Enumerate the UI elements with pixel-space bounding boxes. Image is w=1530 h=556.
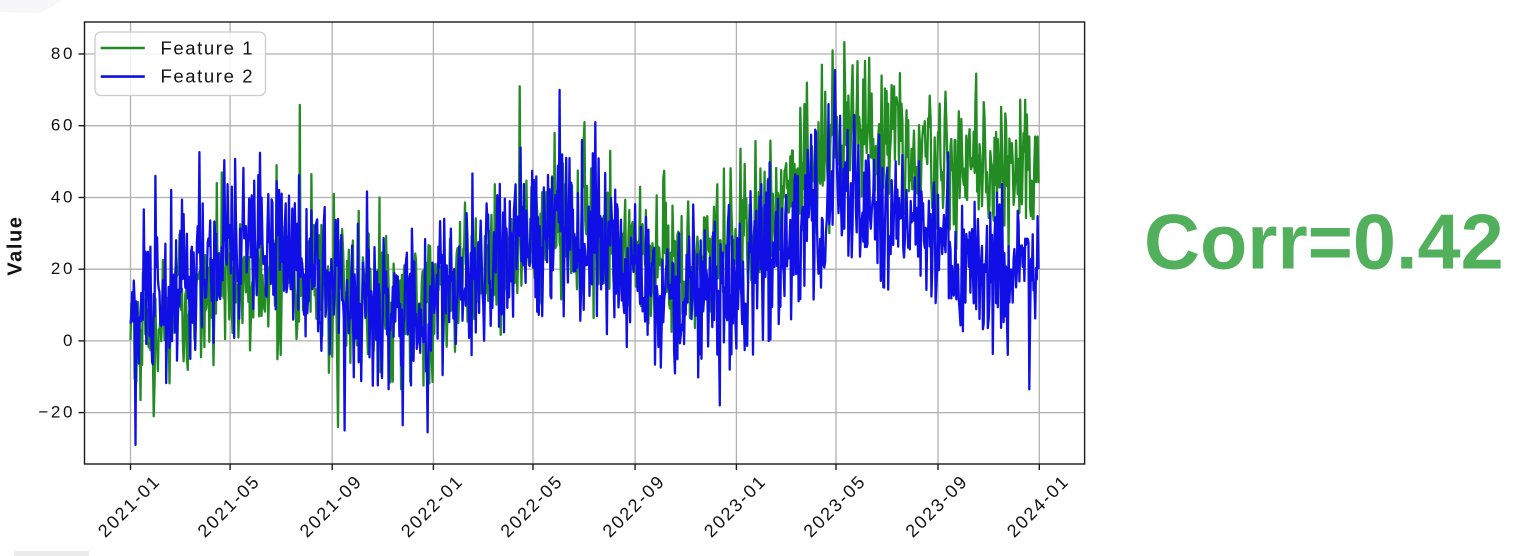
- svg-text:40: 40: [51, 188, 75, 207]
- svg-text:60: 60: [51, 116, 75, 135]
- svg-text:80: 80: [51, 44, 75, 63]
- svg-text:Corr=0.42: Corr=0.42: [1144, 199, 1504, 285]
- svg-text:Value: Value: [4, 215, 26, 275]
- svg-text:20: 20: [51, 259, 75, 278]
- svg-text:Feature 1: Feature 1: [161, 37, 255, 58]
- svg-text:−20: −20: [38, 403, 75, 422]
- svg-text:Feature 2: Feature 2: [161, 66, 255, 87]
- svg-text:0: 0: [63, 331, 75, 350]
